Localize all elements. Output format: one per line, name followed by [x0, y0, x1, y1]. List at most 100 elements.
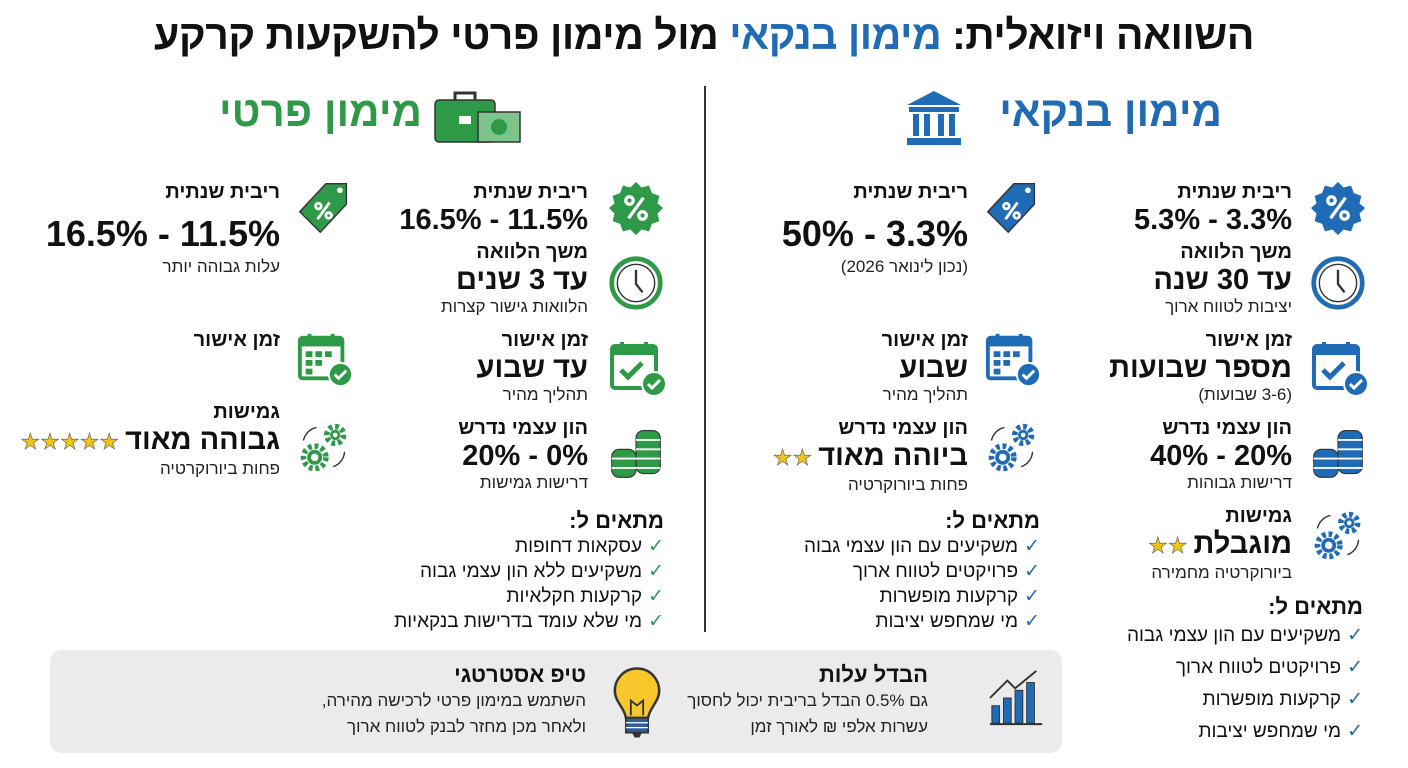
tip-title: טיפ אסטרטגי — [454, 662, 586, 687]
check-icon: ✓ — [1024, 536, 1040, 557]
sub: יציבות לטווח ארוך — [1165, 297, 1292, 316]
fit-list-item: ✓מי שמחפש יציבות — [804, 609, 1040, 634]
value: שבוע — [899, 352, 968, 384]
bank-rate: ריבית שנתית 3.3% - 5.3% — [1134, 180, 1292, 236]
value: עד 30 שנה — [1153, 264, 1292, 296]
label: הון עצמי נדרש — [1162, 417, 1292, 439]
fit-item-text: קרקעות מופשרות — [879, 586, 1019, 607]
page-title: השוואה ויזואלית: מימון בנקאי מול מימון פ… — [0, 12, 1408, 59]
fit-list-item: ✓קרקעות חקלאיות — [394, 584, 664, 609]
fit-list-item: ✓משקיעים עם הון עצמי גבוה — [1127, 620, 1363, 652]
fit-list-item: ✓פרויקטים לטווח ארוך — [1127, 652, 1363, 684]
fit-item-text: עסקאות דחופות — [515, 536, 643, 557]
bank-fit-2: מתאים ל: ✓משקיעים עם הון עצמי גבוה ✓פרויקט… — [804, 508, 1040, 634]
sub: תהליך מהיר — [882, 385, 968, 404]
label: זמן אישור — [193, 329, 280, 351]
sub: דרישות גבוהות — [1187, 473, 1292, 492]
value: 20% - 40% — [1150, 440, 1292, 472]
private-fit: מתאים ל: ✓עסקאות דחופות ✓משקיעים ללא הון ע… — [394, 508, 664, 634]
fit-heading: מתאים ל: — [1268, 594, 1363, 619]
coins-icon — [1310, 425, 1366, 481]
percent-tag-icon — [296, 180, 352, 236]
star-rating: ★★★★★ — [20, 429, 120, 455]
label: הון עצמי נדרש — [838, 417, 968, 439]
bank-flexibility: גמישות מוגבלת★★ ביורוקרטיה מחמירה — [1148, 504, 1292, 584]
fit-heading: מתאים ל: — [945, 508, 1040, 533]
bank-term: משך הלוואה עד 30 שנה יציבות לטווח ארוך — [1153, 240, 1292, 318]
sub: הלוואות גישור קצרות — [441, 297, 588, 316]
briefcase-money-icon — [433, 88, 523, 148]
fit-list-item: ✓מי שלא עומד בדרישות בנקאיות — [394, 609, 664, 634]
bank-header: מימון בנקאי — [999, 88, 1222, 135]
title-prefix: השוואה ויזואלית: — [941, 12, 1254, 58]
star-rating: ★★ — [1148, 533, 1188, 559]
tips-box — [50, 650, 1062, 753]
check-icon: ✓ — [1347, 625, 1363, 646]
fit-item-text: פרויקטים לטווח ארוך — [852, 561, 1019, 582]
value: 3.3% - 50% — [781, 213, 968, 254]
check-icon: ✓ — [1347, 721, 1363, 742]
check-icon: ✓ — [648, 536, 664, 557]
cost-line-1: גם 0.5% הבדל בריבית יכול לחסוך — [687, 691, 928, 710]
sub: תהליך מהיר — [502, 385, 588, 404]
value: גבוהה מאוד — [125, 424, 280, 456]
sub: דרישות גמישות — [479, 473, 588, 492]
fit-item-text: משקיעים עם הון עצמי גבוה — [803, 536, 1019, 557]
private-rate: ריבית שנתית 11.5% - 16.5% — [399, 180, 588, 236]
private-approval: זמן אישור עד שבוע תהליך מהיר — [477, 328, 588, 406]
label: זמן אישור — [881, 329, 968, 351]
title-highlight: מימון בנקאי — [729, 12, 942, 58]
fit-item-text: פרויקטים לטווח ארוך — [1175, 657, 1342, 678]
check-icon: ✓ — [1024, 586, 1040, 607]
calendar-icon — [296, 330, 354, 388]
star-rating: ★★ — [772, 445, 813, 471]
value: 11.5% - 16.5% — [45, 213, 280, 254]
private-header: מימון פרטי — [219, 88, 422, 135]
title-suffix: מול מימון פרטי להשקעות קרקע — [154, 12, 730, 58]
fit-list-item: ✓עסקאות דחופות — [394, 534, 664, 559]
bank-rate-2: ריבית שנתית 3.3% - 50% (נכון לינואר 2026) — [782, 180, 968, 278]
gears-icon — [1310, 508, 1366, 564]
column-divider — [704, 86, 706, 632]
strategic-tip: טיפ אסטרטגי השתמש במימון פרטי לרכישה מהיר… — [322, 660, 586, 738]
fit-item-text: מי שמחפש יציבות — [875, 611, 1019, 632]
fit-item-text: מי שלא עומד בדרישות בנקאיות — [394, 611, 643, 632]
fit-item-text: מי שמחפש יציבות — [1198, 721, 1342, 742]
label: משך הלוואה — [1180, 241, 1292, 263]
bank-approval: זמן אישור מספר שבועות (3-6 שבועות) — [1109, 328, 1292, 406]
percent-tag-icon — [984, 180, 1040, 236]
label: ריבית שנתית — [165, 181, 280, 203]
check-icon: ✓ — [1347, 657, 1363, 678]
fit-item-text: משקיעים עם הון עצמי גבוה — [1126, 625, 1342, 646]
percent-badge-icon — [1310, 180, 1366, 236]
value: עד 3 שנים — [456, 264, 588, 296]
private-term: משך הלוואה עד 3 שנים הלוואות גישור קצרות — [441, 240, 588, 318]
bank-equity-2: הון עצמי נדרש ביוהה מאוד★★ פחות ביורוקרטיה — [772, 416, 968, 496]
label: גמישות — [1225, 505, 1292, 527]
calendar-icon — [984, 330, 1042, 388]
fit-list-item: ✓משקיעים עם הון עצמי גבוה — [804, 534, 1040, 559]
bar-chart-growth-icon — [988, 668, 1046, 728]
value: עד שבוע — [476, 352, 588, 384]
value: מוגבלת — [1193, 528, 1293, 560]
check-icon: ✓ — [648, 586, 664, 607]
calendar-check-icon — [1310, 338, 1370, 398]
fit-list-item: ✓פרויקטים לטווח ארוך — [804, 559, 1040, 584]
cost-difference: הבדל עלות גם 0.5% הבדל בריבית יכול לחסוך ע… — [687, 660, 928, 738]
coins-icon — [608, 425, 664, 481]
percent-badge-icon — [608, 180, 664, 236]
fit-list: ✓עסקאות דחופות ✓משקיעים ללא הון עצמי גבוה… — [394, 534, 664, 634]
private-approval-2: זמן אישור — [194, 328, 280, 352]
check-icon: ✓ — [648, 611, 664, 632]
bank-fit: מתאים ל: ✓משקיעים עם הון עצמי גבוה ✓פרויקט… — [1127, 594, 1363, 748]
tip-line-1: השתמש במימון פרטי לרכישה מהירה, — [321, 691, 586, 710]
cost-title: הבדל עלות — [818, 662, 928, 687]
private-rate-2: ריבית שנתית 11.5% - 16.5% עלות גבוהה יותר — [46, 180, 280, 278]
check-icon: ✓ — [1347, 689, 1363, 710]
fit-list-item: ✓קרקעות מופשרות — [804, 584, 1040, 609]
fit-list-item: ✓משקיעים ללא הון עצמי גבוה — [394, 559, 664, 584]
calendar-check-icon — [608, 338, 668, 398]
private-flexibility: גמישות גבוהה מאוד★★★★★ פחות ביורוקרטיה — [20, 400, 280, 480]
clock-icon — [1310, 255, 1366, 311]
check-icon: ✓ — [1024, 561, 1040, 582]
